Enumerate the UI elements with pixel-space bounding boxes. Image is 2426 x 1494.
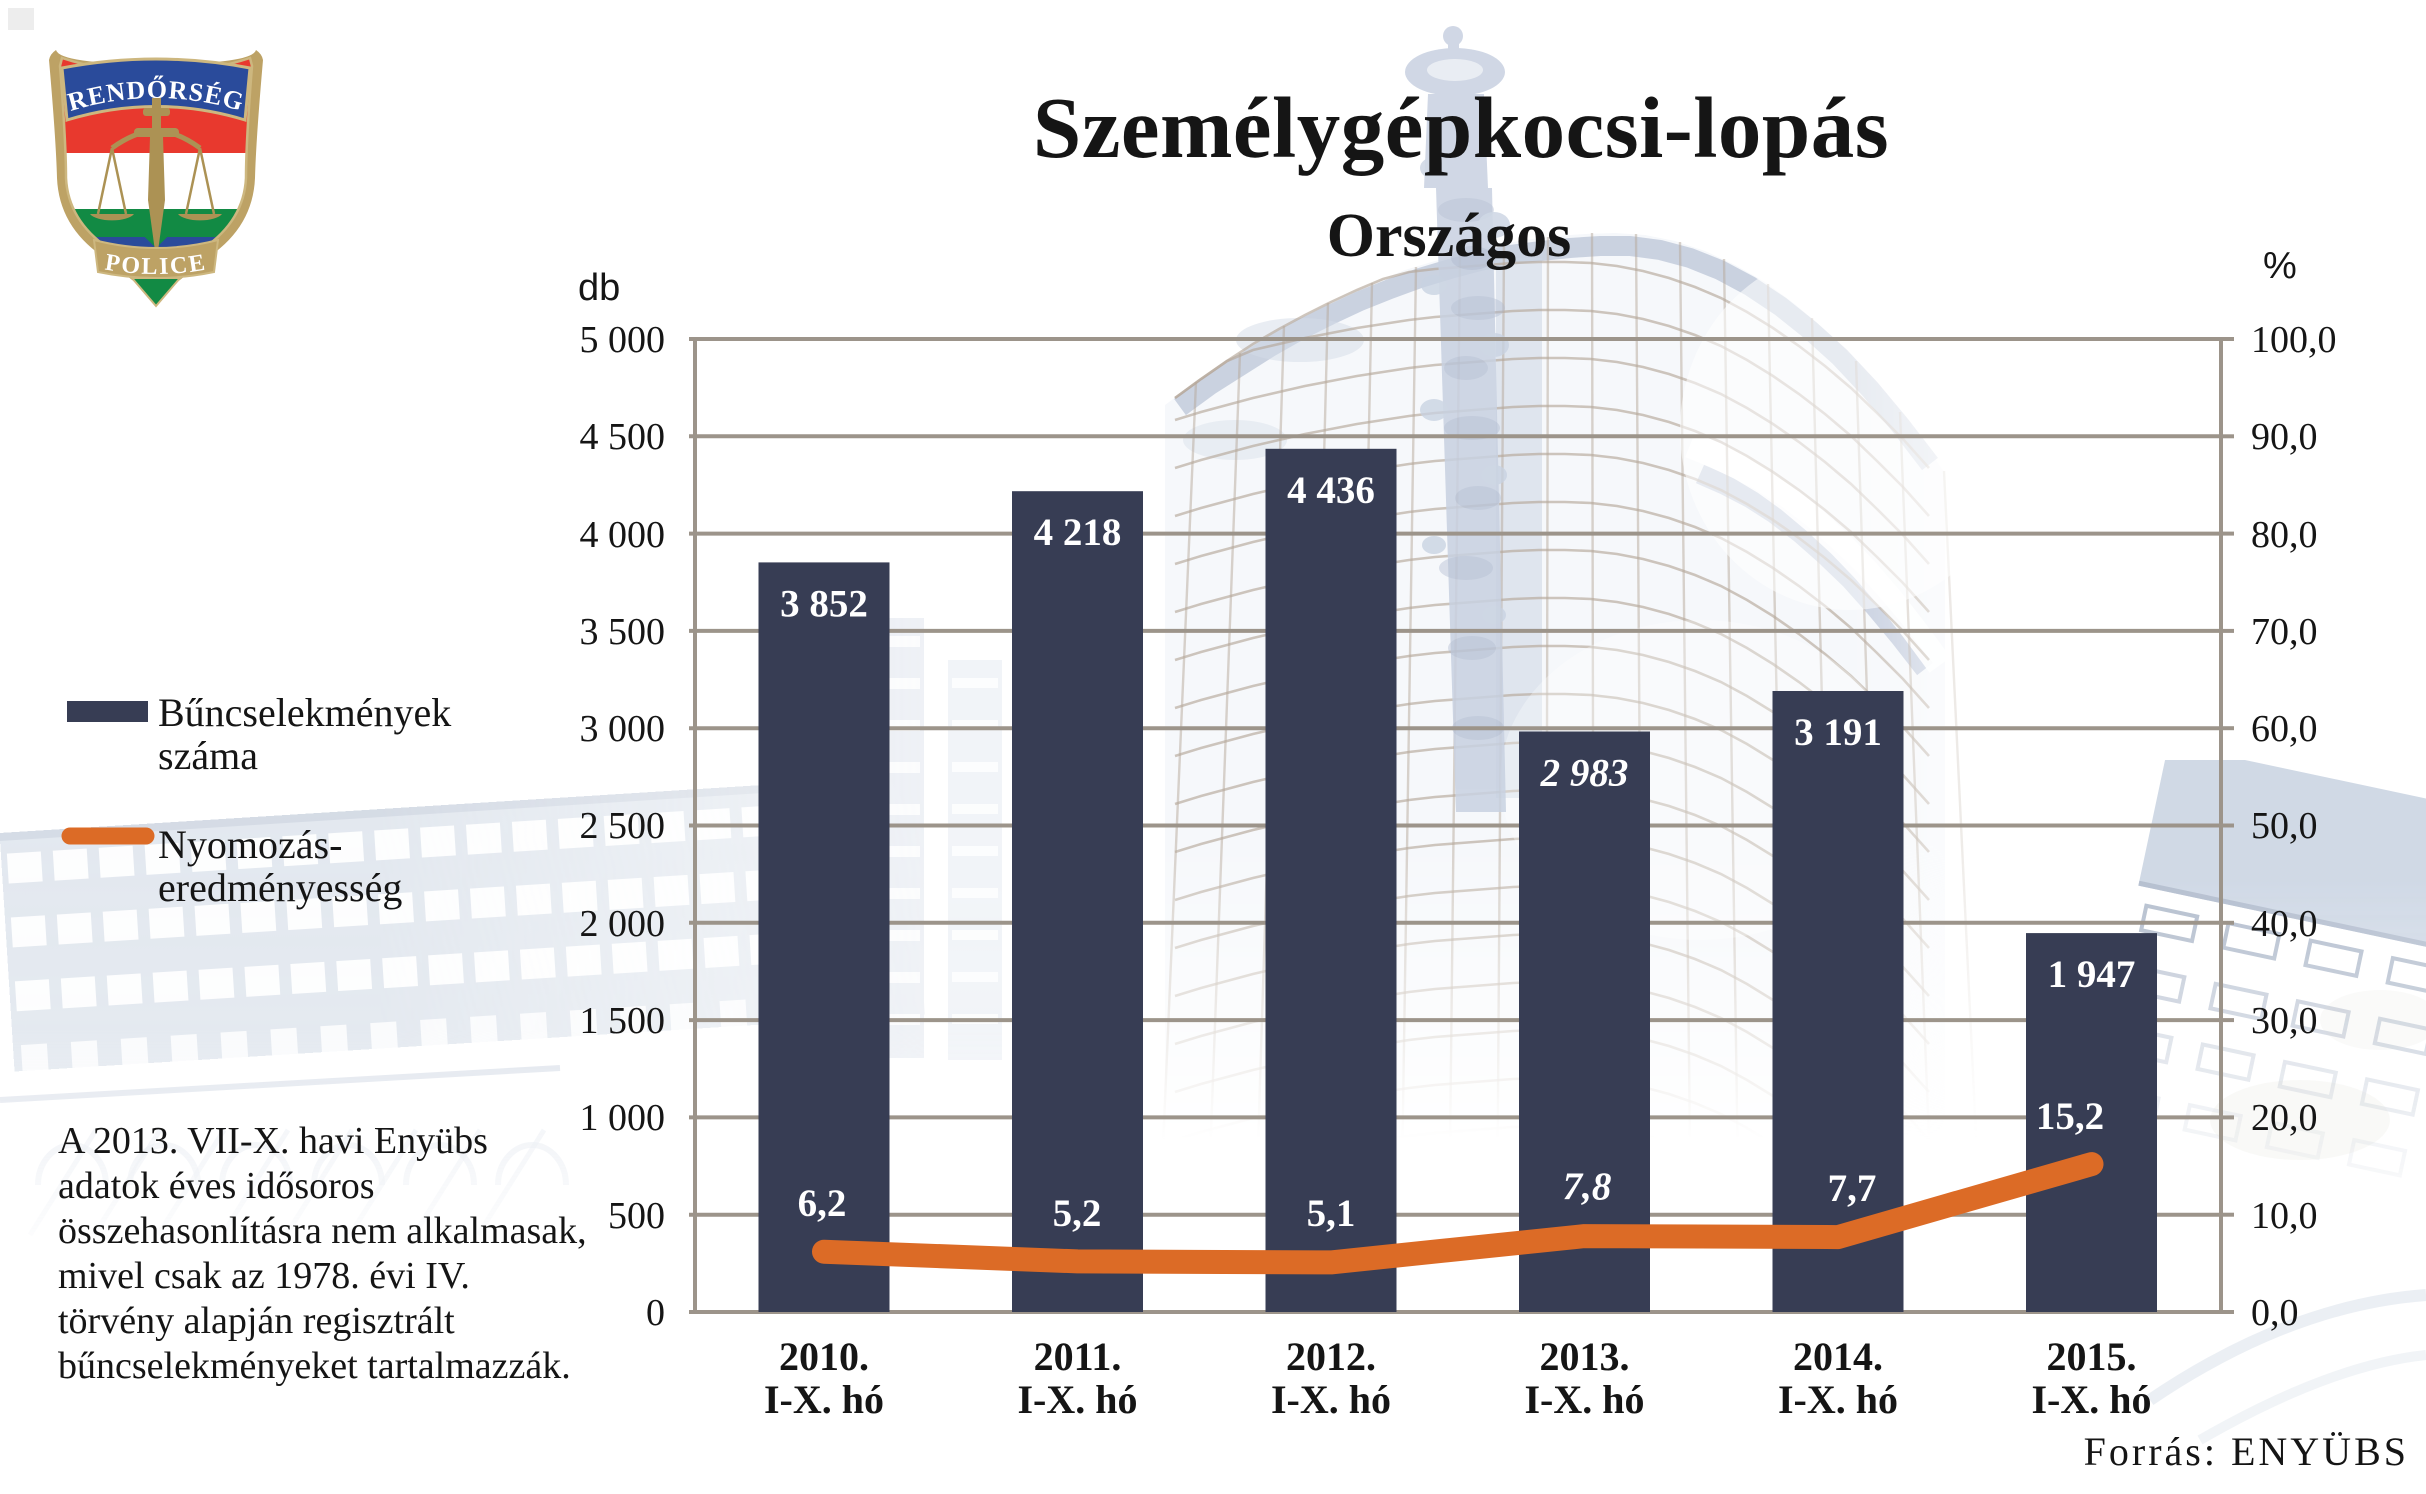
svg-text:száma: száma (158, 733, 258, 778)
svg-text:0,0: 0,0 (2251, 1292, 2299, 1334)
svg-text:1 947: 1 947 (2048, 953, 2136, 996)
svg-text:7,8: 7,8 (1563, 1165, 1612, 1208)
svg-text:10,0: 10,0 (2251, 1195, 2318, 1237)
svg-text:2 983: 2 983 (1540, 752, 1629, 795)
svg-text:5,1: 5,1 (1307, 1192, 1356, 1235)
svg-text:5,2: 5,2 (1053, 1192, 1102, 1235)
svg-text:Bűncselekmények: Bűncselekmények (158, 690, 451, 735)
svg-text:2014.: 2014. (1793, 1334, 1883, 1379)
svg-text:mivel csak az 1978. évi IV.: mivel csak az 1978. évi IV. (58, 1255, 470, 1297)
svg-text:I-X. hó: I-X. hó (2031, 1377, 2151, 1422)
svg-text:3 500: 3 500 (580, 611, 666, 653)
svg-text:70,0: 70,0 (2251, 611, 2318, 653)
svg-text:2013.: 2013. (1540, 1334, 1630, 1379)
svg-text:2011.: 2011. (1034, 1334, 1122, 1379)
svg-text:2010.: 2010. (779, 1334, 869, 1379)
svg-text:összehasonlításra nem alkalmas: összehasonlításra nem alkalmasak, (58, 1210, 587, 1252)
svg-text:4 436: 4 436 (1287, 469, 1375, 512)
svg-text:2015.: 2015. (2047, 1334, 2137, 1379)
svg-text:I-X. hó: I-X. hó (1017, 1377, 1137, 1422)
svg-text:2012.: 2012. (1286, 1334, 1376, 1379)
svg-text:80,0: 80,0 (2251, 514, 2318, 556)
svg-text:1 000: 1 000 (580, 1097, 666, 1139)
svg-text:1 500: 1 500 (580, 1000, 666, 1042)
svg-text:0: 0 (646, 1292, 665, 1334)
svg-text:törvény alapján regisztrált: törvény alapján regisztrált (58, 1300, 455, 1342)
svg-text:POLICE: POLICE (103, 250, 208, 281)
svg-text:I-X. hó: I-X. hó (764, 1377, 884, 1422)
svg-text:5 000: 5 000 (580, 319, 666, 361)
svg-text:Országos: Országos (1327, 202, 1572, 270)
svg-text:3 852: 3 852 (780, 582, 868, 625)
svg-text:Forrás: ENYÜBS: Forrás: ENYÜBS (2084, 1429, 2409, 1474)
svg-text:20,0: 20,0 (2251, 1097, 2318, 1139)
svg-text:Személygépkocsi-lopás: Személygépkocsi-lopás (1033, 79, 1889, 176)
svg-text:I-X. hó: I-X. hó (1524, 1377, 1644, 1422)
svg-text:adatok éves idősoros: adatok éves idősoros (58, 1165, 375, 1207)
svg-text:A 2013. VII-X. havi Enyübs: A 2013. VII-X. havi Enyübs (58, 1120, 488, 1162)
svg-text:3 000: 3 000 (580, 708, 666, 750)
svg-text:2 000: 2 000 (580, 903, 666, 945)
svg-text:4 500: 4 500 (580, 416, 666, 458)
svg-text:4 000: 4 000 (580, 514, 666, 556)
svg-text:4 218: 4 218 (1034, 511, 1122, 554)
svg-text:90,0: 90,0 (2251, 416, 2318, 458)
svg-text:100,0: 100,0 (2251, 319, 2337, 361)
svg-text:6,2: 6,2 (798, 1182, 847, 1225)
svg-text:2 500: 2 500 (580, 805, 666, 847)
svg-text:eredményesség: eredményesség (158, 865, 402, 910)
svg-text:db: db (578, 267, 620, 309)
svg-text:7,7: 7,7 (1828, 1167, 1877, 1210)
svg-text:30,0: 30,0 (2251, 1000, 2318, 1042)
svg-text:50,0: 50,0 (2251, 805, 2318, 847)
svg-text:15,2: 15,2 (2036, 1095, 2104, 1138)
svg-text:%: % (2263, 245, 2297, 287)
svg-text:40,0: 40,0 (2251, 903, 2318, 945)
svg-text:I-X. hó: I-X. hó (1271, 1377, 1391, 1422)
svg-text:bűncselekményeket tartalmazzák: bűncselekményeket tartalmazzák. (58, 1345, 571, 1387)
svg-text:500: 500 (608, 1195, 665, 1237)
svg-text:I-X. hó: I-X. hó (1778, 1377, 1898, 1422)
svg-text:Nyomozás-: Nyomozás- (158, 822, 342, 867)
svg-text:60,0: 60,0 (2251, 708, 2318, 750)
svg-text:3 191: 3 191 (1794, 711, 1882, 754)
